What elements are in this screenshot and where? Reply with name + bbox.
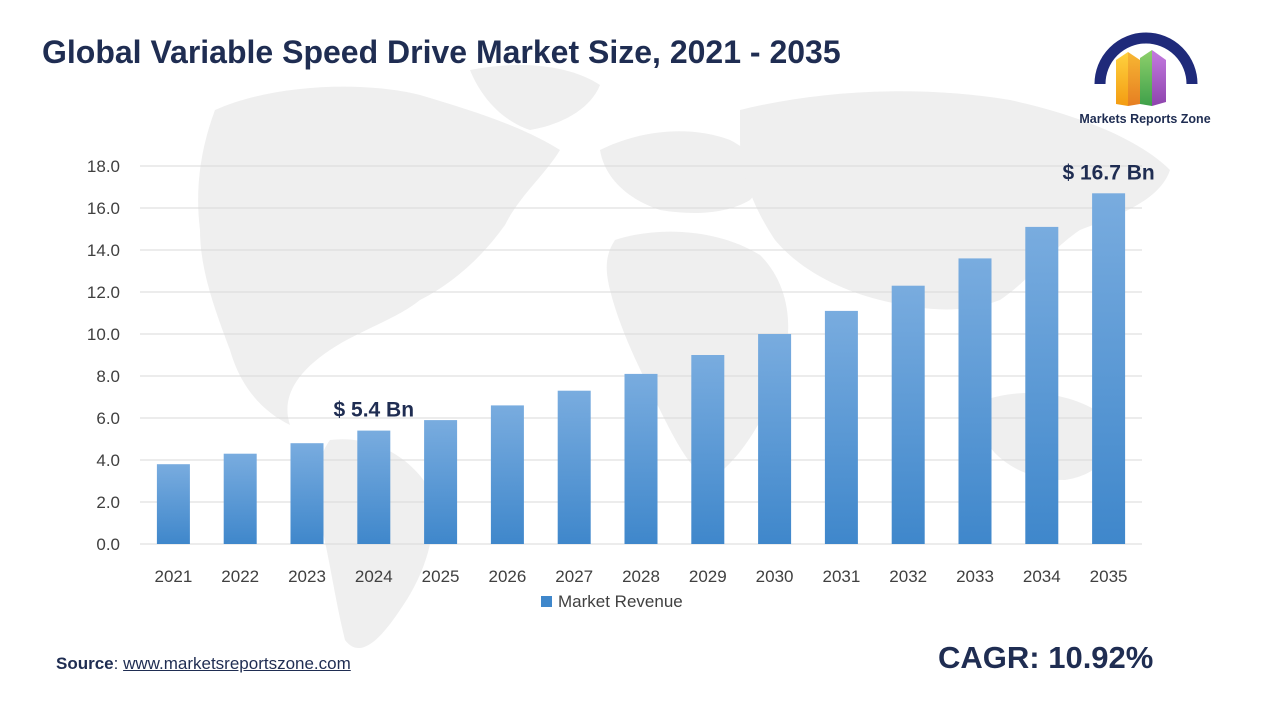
x-tick-label: 2030 [756, 567, 794, 586]
y-tick-label: 4.0 [96, 451, 120, 470]
legend-swatch [541, 596, 552, 607]
y-tick-label: 6.0 [96, 409, 120, 428]
bar-2027 [557, 390, 591, 544]
x-tick-label: 2027 [555, 567, 593, 586]
bar-2022 [223, 453, 257, 544]
legend-label: Market Revenue [558, 592, 683, 611]
y-tick-label: 2.0 [96, 493, 120, 512]
y-tick-label: 10.0 [87, 325, 120, 344]
logo: Markets Reports Zone [1070, 14, 1220, 134]
source-label: Source [56, 654, 114, 673]
y-tick-label: 18.0 [87, 157, 120, 176]
x-tick-label: 2031 [822, 567, 860, 586]
legend: Market Revenue [541, 592, 683, 611]
bar-2028 [624, 373, 658, 544]
bar-2030 [758, 334, 792, 544]
x-tick-label: 2035 [1090, 567, 1128, 586]
y-tick-label: 8.0 [96, 367, 120, 386]
bar-2029 [691, 355, 725, 544]
bar-2023 [290, 443, 324, 544]
y-tick-label: 16.0 [87, 199, 120, 218]
x-axis-ticks: 2021 2022 2023 2024 2025 2026 2027 2028 2029 2030… [154, 567, 1127, 586]
x-tick-label: 2032 [889, 567, 927, 586]
x-tick-label: 2028 [622, 567, 660, 586]
x-tick-label: 2023 [288, 567, 326, 586]
source-separator: : [113, 654, 124, 673]
chart-title: Global Variable Speed Drive Market Size,… [42, 34, 841, 70]
x-tick-label: 2026 [488, 567, 526, 586]
logo-mark-icon [1094, 32, 1198, 106]
annotation-label: $ 16.7 Bn [1062, 161, 1154, 184]
bars [156, 193, 1126, 545]
source-note: Source: www.marketsreportszone.com [56, 654, 351, 674]
y-tick-label: 14.0 [87, 241, 120, 260]
bar-2032 [891, 285, 925, 544]
y-tick-label: 0.0 [96, 535, 120, 554]
bar-2021 [156, 464, 190, 544]
bar-2025 [424, 420, 458, 544]
bar-2024 [357, 430, 391, 544]
annotations: $ 5.4 Bn $ 16.7 Bn [334, 161, 1155, 421]
cagr-value: CAGR: 10.92% [938, 640, 1154, 675]
x-tick-label: 2021 [154, 567, 192, 586]
x-tick-label: 2033 [956, 567, 994, 586]
x-tick-label: 2029 [689, 567, 727, 586]
source-link[interactable]: www.marketsreportszone.com [123, 654, 351, 673]
y-tick-label: 12.0 [87, 283, 120, 302]
x-tick-label: 2034 [1023, 567, 1061, 586]
x-tick-label: 2025 [422, 567, 460, 586]
x-tick-label: 2024 [355, 567, 393, 586]
bar-2035 [1092, 193, 1126, 545]
bar-2031 [824, 310, 858, 544]
bar-2033 [958, 258, 992, 544]
logo-text: Markets Reports Zone [1079, 112, 1211, 126]
bar-2034 [1025, 226, 1059, 544]
bar-2026 [490, 405, 524, 544]
x-tick-label: 2022 [221, 567, 259, 586]
y-axis-ticks: 0.0 2.0 4.0 6.0 8.0 10.0 12.0 14.0 16.0 18.0 [87, 157, 120, 554]
annotation-label: $ 5.4 Bn [334, 399, 415, 422]
